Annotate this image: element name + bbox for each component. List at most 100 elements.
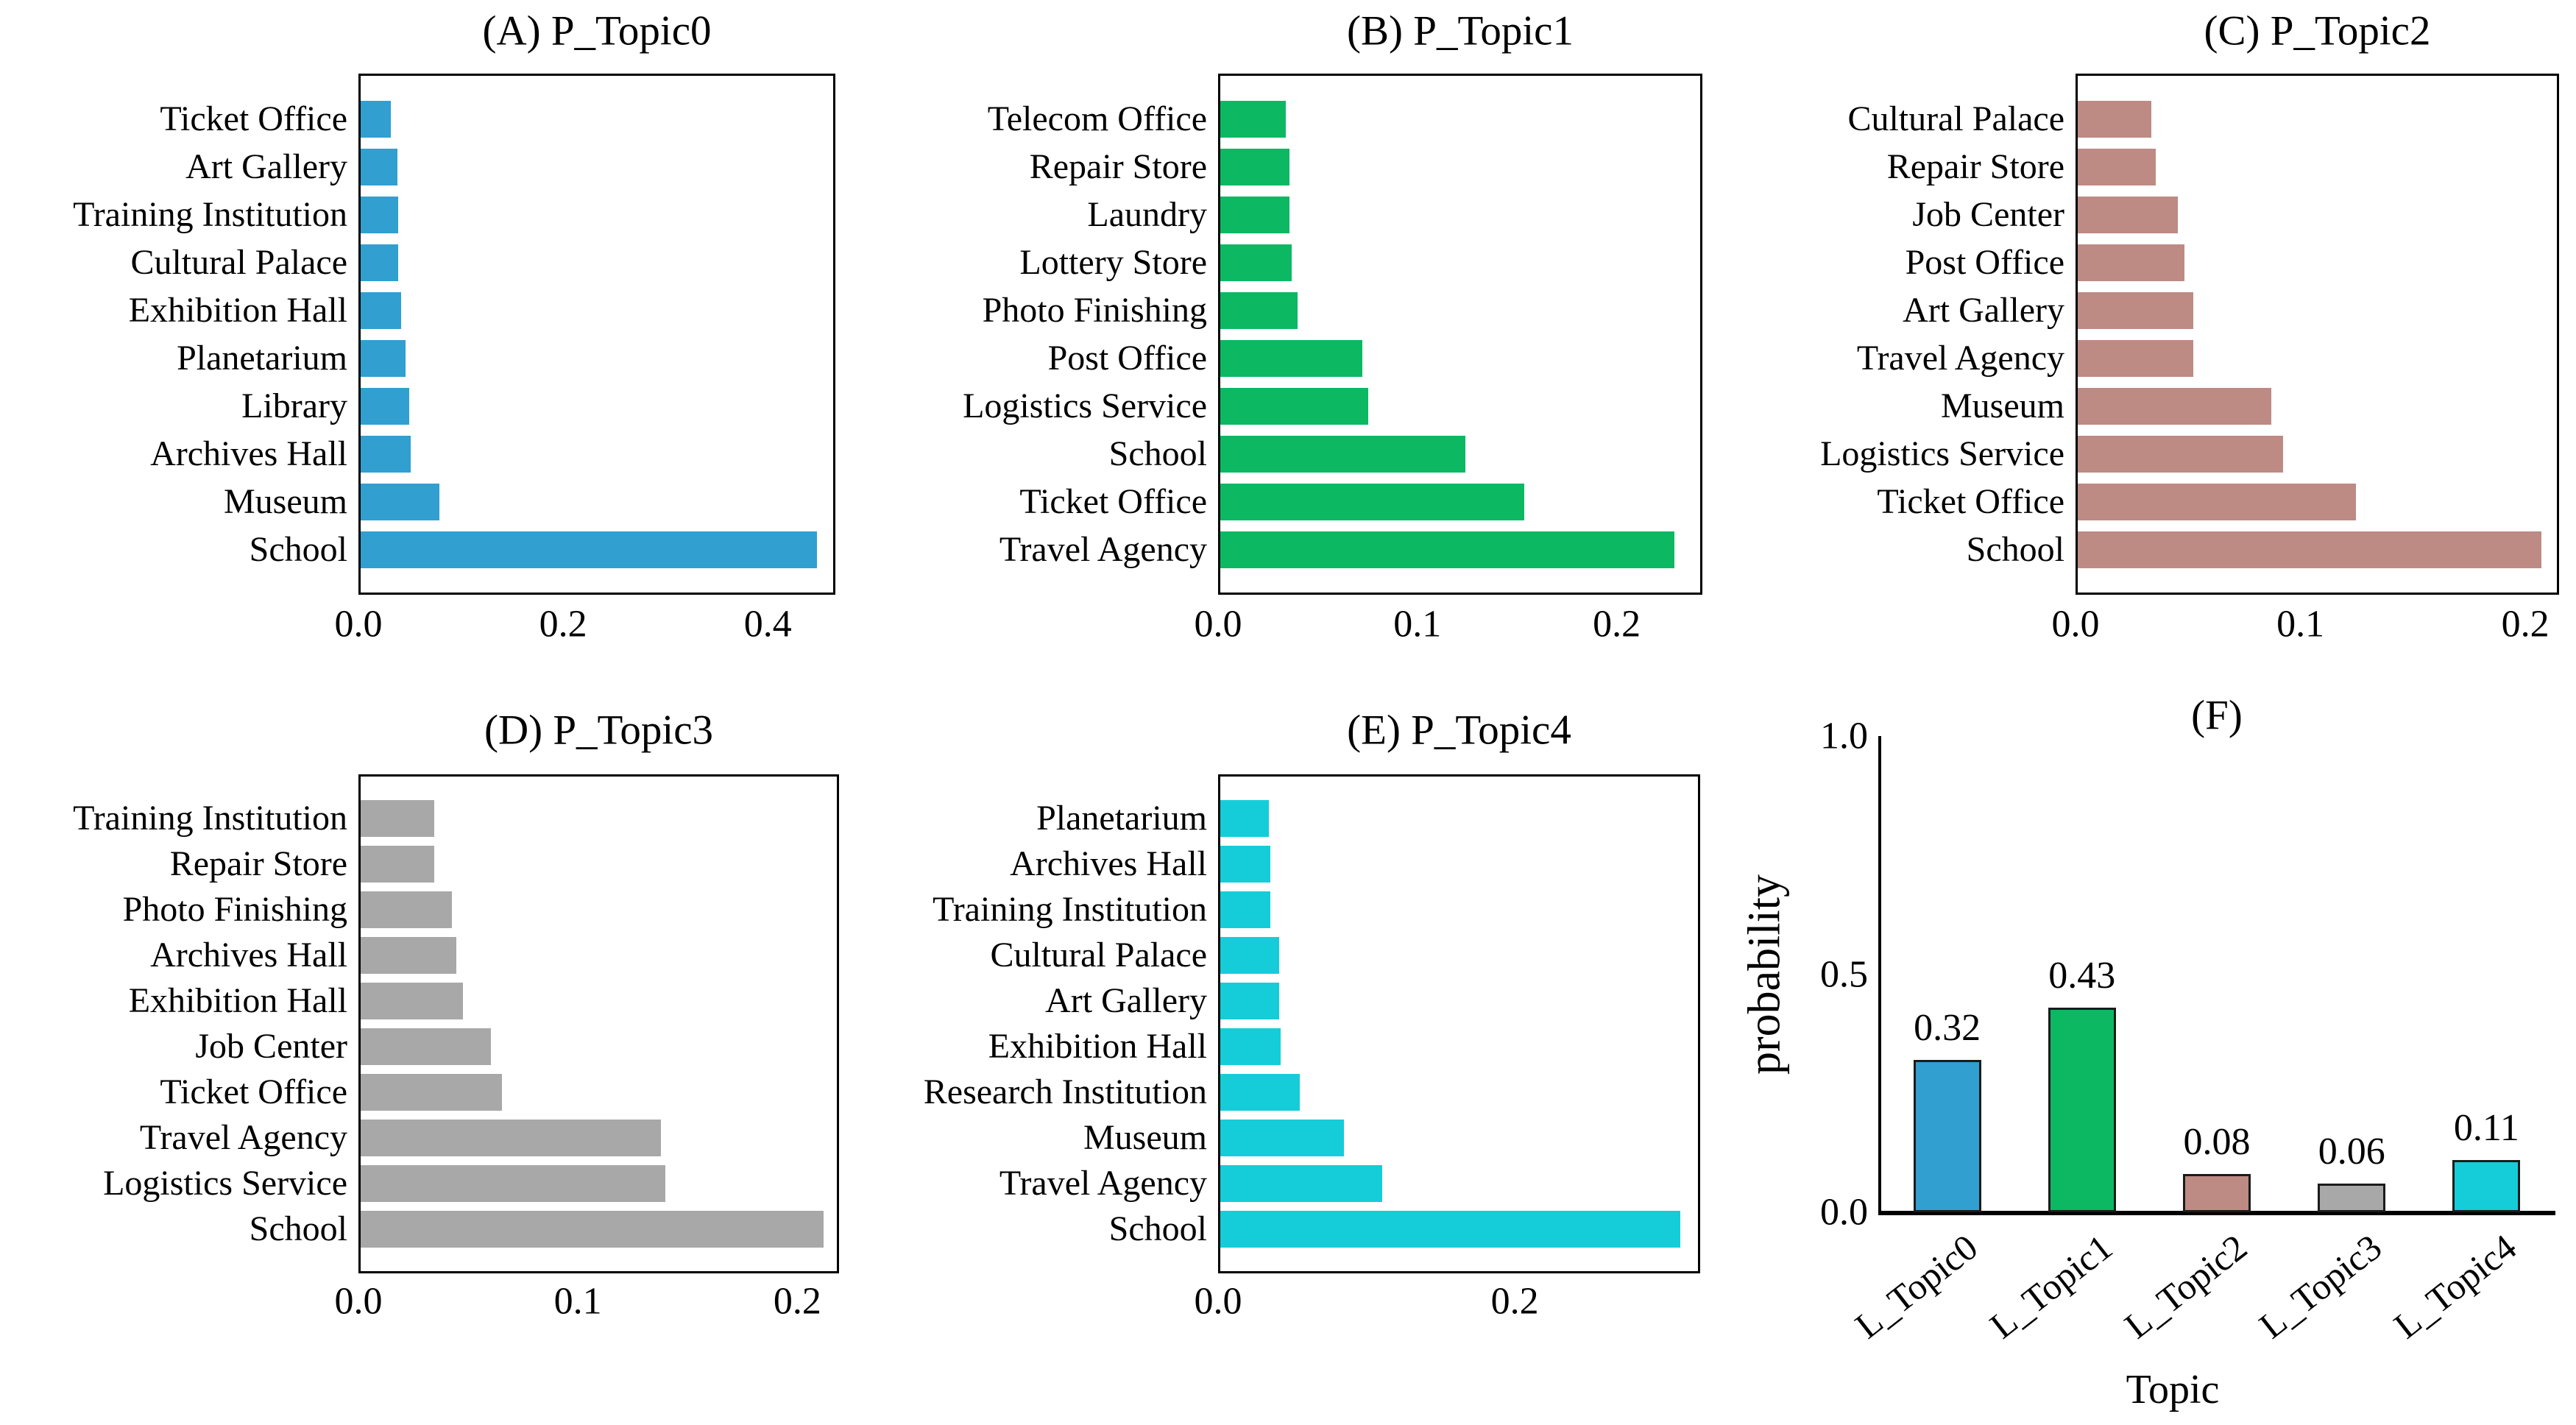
x-tick-label-l-topic0: L_Topic0 [1847, 1226, 1985, 1347]
bar-travel-agency [1220, 531, 1674, 568]
subplot-A-plot-area [358, 74, 835, 595]
category-label-ticket-office: Ticket Office [1877, 481, 2064, 521]
bar-training-institution [361, 800, 434, 837]
category-label-repair-store: Repair Store [169, 844, 347, 883]
bar-ticket-office [2078, 483, 2356, 520]
bar-planetarium [361, 339, 406, 377]
bar-value-label-l-topic3: 0.06 [2318, 1131, 2385, 1173]
subplot-B-plot-area [1218, 74, 1702, 595]
category-label-exhibition-hall: Exhibition Hall [988, 1027, 1207, 1066]
x-tick-label-B-0: 0.0 [1194, 603, 1242, 646]
category-label-school: School [1108, 1209, 1207, 1248]
bar-value-label-l-topic4: 0.11 [2453, 1107, 2519, 1149]
category-label-archives-hall: Archives Hall [1010, 844, 1207, 883]
category-label-archives-hall: Archives Hall [150, 434, 347, 473]
category-label-job-center: Job Center [1912, 194, 2064, 234]
subplot-E-title: (E) P_Topic4 [1347, 707, 1571, 754]
bar-cultural-palace [1220, 937, 1279, 974]
bar-repair-store [2078, 148, 2156, 185]
category-label-travel-agency: Travel Agency [1856, 338, 2064, 378]
x-tick-label-B-1: 0.1 [1393, 603, 1442, 646]
category-label-art-gallery: Art Gallery [1045, 981, 1207, 1020]
x-tick-label-l-topic1: L_Topic1 [1981, 1226, 2120, 1347]
bar-travel-agency [361, 1120, 661, 1156]
bar-art-gallery [361, 148, 397, 185]
category-label-cultural-palace: Cultural Palace [1847, 99, 2064, 138]
bar-ticket-office [1220, 483, 1524, 520]
category-label-logistics-service: Logistics Service [1820, 434, 2064, 473]
x-tick-label-D-1: 0.1 [553, 1280, 602, 1323]
subplot-D-title: (D) P_Topic3 [484, 707, 714, 754]
bar-post-office [2078, 244, 2184, 281]
bar-school [361, 1211, 824, 1248]
bar-travel-agency [2078, 339, 2193, 377]
category-label-travel-agency: Travel Agency [999, 529, 1207, 569]
bar-archives-hall [361, 937, 456, 974]
x-tick-label-E-1: 0.2 [1490, 1280, 1539, 1323]
category-label-school: School [1966, 529, 2064, 569]
category-label-post-office: Post Office [1047, 338, 1207, 378]
x-tick-label-C-2: 0.2 [2501, 603, 2550, 646]
bar-exhibition-hall [361, 983, 463, 1019]
x-tick-label-E-0: 0.0 [1194, 1280, 1242, 1323]
x-tick-label-l-topic4: L_Topic4 [2386, 1226, 2524, 1347]
category-label-museum: Museum [1083, 1118, 1207, 1157]
bar-museum [2078, 387, 2271, 425]
bar-repair-store [361, 846, 434, 883]
bar-exhibition-hall [1220, 1028, 1281, 1065]
category-label-training-institution: Training Institution [73, 799, 347, 838]
bar-l-topic4 [2452, 1160, 2521, 1212]
bar-travel-agency [1220, 1165, 1382, 1202]
category-label-cultural-palace: Cultural Palace [130, 242, 347, 282]
category-label-repair-store: Repair Store [1886, 146, 2064, 186]
category-label-post-office: Post Office [1905, 242, 2064, 282]
category-label-travel-agency: Travel Agency [139, 1118, 347, 1157]
category-label-school: School [1108, 434, 1207, 473]
category-label-training-institution: Training Institution [933, 890, 1207, 929]
subplot-F-title: (F) [2191, 692, 2243, 739]
subplot-C-plot-area [2076, 74, 2559, 595]
bar-value-label-l-topic0: 0.32 [1914, 1007, 1981, 1049]
category-label-art-gallery: Art Gallery [1903, 290, 2064, 330]
bar-value-label-l-topic2: 0.08 [2183, 1121, 2251, 1163]
category-label-travel-agency: Travel Agency [999, 1164, 1207, 1203]
category-label-repair-store: Repair Store [1029, 146, 1207, 186]
subplot-E-plot-area [1218, 774, 1700, 1273]
category-label-ticket-office: Ticket Office [160, 1072, 347, 1111]
x-tick-label-C-0: 0.0 [2051, 603, 2100, 646]
bar-l-topic3 [2318, 1184, 2386, 1212]
category-label-photo-finishing: Photo Finishing [982, 290, 1207, 330]
bar-cultural-palace [2078, 100, 2151, 138]
bar-l-topic2 [2183, 1174, 2251, 1212]
category-label-museum: Museum [224, 481, 347, 521]
bar-museum [1220, 1120, 1344, 1156]
bar-library [361, 387, 409, 425]
category-label-training-institution: Training Institution [73, 194, 347, 234]
x-axis-line [1878, 1211, 2555, 1215]
bar-exhibition-hall [361, 291, 401, 329]
category-label-planetarium: Planetarium [1036, 799, 1207, 838]
category-label-exhibition-hall: Exhibition Hall [128, 981, 347, 1020]
bar-ticket-office [361, 1074, 502, 1111]
x-tick-label-D-0: 0.0 [334, 1280, 383, 1323]
bar-job-center [2078, 196, 2178, 233]
bar-museum [361, 483, 439, 520]
category-label-library: Library [241, 386, 347, 425]
category-label-school: School [249, 529, 347, 569]
category-label-museum: Museum [1941, 386, 2064, 425]
x-tick-label-A-0: 0.0 [334, 603, 383, 646]
bar-post-office [1220, 339, 1362, 377]
category-label-art-gallery: Art Gallery [185, 146, 347, 186]
category-label-laundry: Laundry [1087, 194, 1207, 234]
bar-planetarium [1220, 800, 1269, 837]
bar-cultural-palace [361, 244, 398, 281]
y-tick-label-F-2: 1.0 [1820, 715, 1868, 757]
bar-art-gallery [1220, 983, 1279, 1019]
subplot-A-title: (A) P_Topic0 [482, 7, 712, 54]
category-label-telecom-office: Telecom Office [987, 99, 1207, 138]
bar-training-institution [1220, 891, 1270, 928]
category-label-photo-finishing: Photo Finishing [122, 890, 347, 929]
category-label-exhibition-hall: Exhibition Hall [128, 290, 347, 330]
y-tick-label-F-0: 0.0 [1820, 1191, 1868, 1234]
subplot-C-title: (C) P_Topic2 [2204, 7, 2431, 54]
